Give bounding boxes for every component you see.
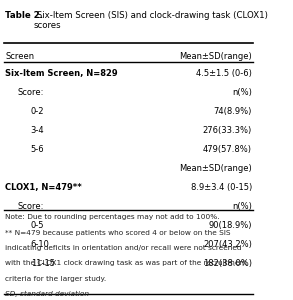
Text: Table 2.: Table 2.: [5, 11, 43, 20]
Text: 8.9±3.4 (0-15): 8.9±3.4 (0-15): [191, 183, 252, 192]
Text: 3-4: 3-4: [31, 126, 44, 135]
Text: 11-15: 11-15: [31, 259, 54, 268]
Text: criteria for the larger study.: criteria for the larger study.: [5, 276, 106, 282]
Text: Six-Item Screen, N=829: Six-Item Screen, N=829: [5, 69, 118, 78]
Text: ** N=479 because patients who scored 4 or below on the SIS: ** N=479 because patients who scored 4 o…: [5, 230, 231, 236]
Text: indicating deficits in orientation and/or recall were not screened: indicating deficits in orientation and/o…: [5, 245, 242, 251]
Text: with the CLOX1 clock drawing task as was part of the recruitment: with the CLOX1 clock drawing task as was…: [5, 260, 247, 266]
Text: CLOX1, N=479**: CLOX1, N=479**: [5, 183, 82, 192]
Text: n(%): n(%): [232, 88, 252, 97]
Text: n(%): n(%): [232, 202, 252, 211]
Text: 0-2: 0-2: [31, 107, 44, 116]
Text: Mean±SD(range): Mean±SD(range): [179, 52, 252, 61]
Text: Note: Due to rounding percentages may not add to 100%.: Note: Due to rounding percentages may no…: [5, 214, 220, 220]
Text: 0-5: 0-5: [31, 221, 44, 230]
Text: 5-6: 5-6: [31, 145, 44, 154]
Text: SD, standard deviation: SD, standard deviation: [5, 291, 89, 297]
Text: 6-10: 6-10: [31, 240, 50, 249]
Text: Screen: Screen: [5, 52, 34, 61]
Text: Score:: Score:: [18, 88, 44, 97]
Text: 276(33.3%): 276(33.3%): [203, 126, 252, 135]
Text: Score:: Score:: [18, 202, 44, 211]
Text: Mean±SD(range): Mean±SD(range): [179, 164, 252, 173]
Text: 4.5±1.5 (0-6): 4.5±1.5 (0-6): [196, 69, 252, 78]
Text: 479(57.8%): 479(57.8%): [203, 145, 252, 154]
Text: 74(8.9%): 74(8.9%): [214, 107, 252, 116]
Text: 90(18.9%): 90(18.9%): [208, 221, 252, 230]
Text: 182(38.0%): 182(38.0%): [203, 259, 252, 268]
Text: 207(43.2%): 207(43.2%): [203, 240, 252, 249]
Text: Six-Item Screen (SIS) and clock-drawing task (CLOX1)
scores: Six-Item Screen (SIS) and clock-drawing …: [34, 11, 268, 30]
